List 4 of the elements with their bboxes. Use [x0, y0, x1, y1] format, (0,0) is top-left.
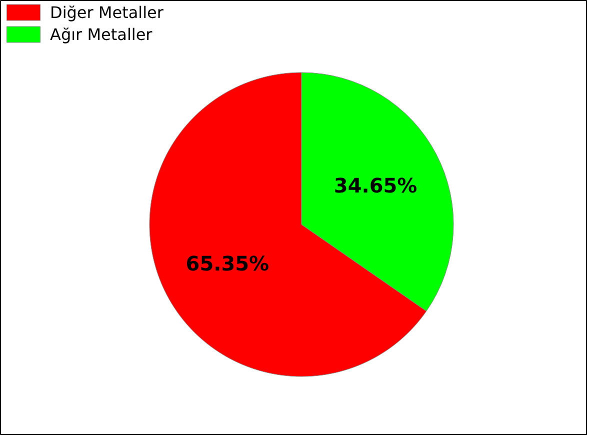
- data-label: 65.35%: [186, 251, 270, 276]
- legend-label: Ağır Metaller: [50, 24, 152, 44]
- data-label: 34.65%: [334, 174, 418, 198]
- legend-label: Diğer Metaller: [50, 2, 164, 22]
